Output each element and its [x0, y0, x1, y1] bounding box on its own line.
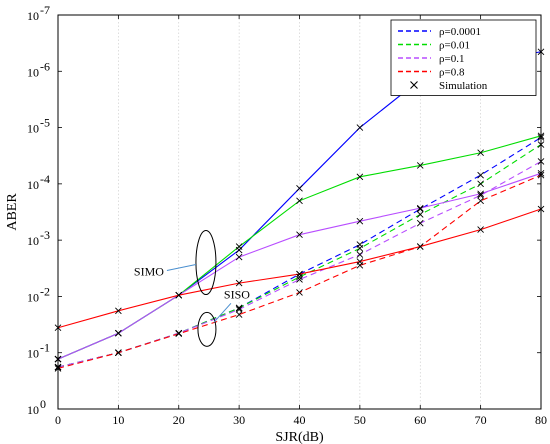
legend-entry-label: ρ=0.1	[439, 53, 464, 65]
simulation-point	[296, 231, 303, 239]
legend-entry-label: Simulation	[439, 80, 488, 92]
x-tick-label: 20	[173, 413, 185, 427]
legend-swatch-marker	[410, 81, 418, 89]
simulation-point	[416, 243, 424, 250]
simulation-point	[356, 258, 364, 265]
simulation-point	[296, 184, 303, 192]
simulation-point	[296, 276, 303, 283]
simulation-point	[235, 304, 243, 312]
y-tick-exponent: -4	[40, 172, 50, 186]
simulation-point	[296, 289, 303, 296]
simulation-point	[235, 311, 243, 318]
x-tick-label: 60	[414, 413, 426, 427]
simo-callout-line	[166, 264, 197, 272]
y-tick-exponent: -7	[40, 3, 50, 17]
simulation-point	[296, 197, 303, 205]
simulation-point	[416, 204, 424, 212]
x-tick-label: 80	[535, 413, 547, 427]
simulation-point	[235, 243, 243, 250]
simulation-point	[175, 330, 183, 338]
y-tick-label: 10	[27, 347, 39, 361]
legend-entry-label: ρ=0.01	[439, 40, 470, 52]
simulation-point	[115, 329, 122, 337]
simulation-point	[356, 245, 364, 252]
simulation-point	[115, 349, 122, 357]
siso-ellipse	[197, 311, 217, 347]
simulation-point	[416, 162, 424, 169]
simulation-point	[235, 279, 243, 287]
simulation-point	[296, 273, 303, 281]
simulation-point	[235, 253, 243, 261]
simulation-point	[356, 124, 364, 131]
simulation-point	[356, 251, 364, 258]
simulation-point	[477, 180, 484, 188]
x-tick-label: 30	[233, 413, 245, 427]
simo-ellipse	[195, 230, 217, 296]
y-tick-exponent: -3	[40, 228, 50, 242]
x-tick-label: 70	[475, 413, 487, 427]
x-tick-label: 10	[112, 413, 124, 427]
simulation-point	[477, 171, 484, 179]
y-tick-label: 10	[27, 403, 39, 417]
simulation-point	[477, 190, 484, 198]
y-tick-exponent: -2	[40, 284, 50, 298]
simulation-point	[477, 226, 484, 233]
simulation-point	[477, 149, 484, 157]
simulation-point	[115, 307, 122, 315]
legend-entry-label: ρ=0.0001	[439, 26, 481, 38]
y-axis-label: ABER	[5, 193, 20, 231]
legend-entry-label: ρ=0.8	[439, 67, 465, 79]
simulation-point	[356, 173, 364, 181]
y-tick-exponent: -6	[40, 59, 50, 73]
y-tick-label: 10	[27, 234, 39, 248]
annotation-layer: SISO SIMO	[134, 230, 250, 347]
simulation-point	[416, 205, 424, 213]
simulation-point	[175, 291, 183, 299]
simulation-point	[235, 306, 243, 313]
simulation-point	[477, 192, 484, 199]
tick-marks	[57, 14, 542, 410]
y-tick-label: 10	[27, 65, 39, 79]
y-tick-label: 10	[27, 122, 39, 136]
y-tick-exponent: 0	[40, 397, 46, 411]
simo-label: SIMO	[134, 265, 164, 279]
y-tick-label: 10	[27, 9, 39, 23]
grid-lines	[118, 15, 481, 409]
simulation-point	[477, 197, 484, 205]
y-tick-label: 10	[27, 178, 39, 192]
x-tick-label: 50	[354, 413, 366, 427]
x-tick-labels: 0 10 20 30 40 50 60 70 80	[55, 413, 547, 427]
siso-label: SISO	[224, 287, 250, 301]
y-tick-exponent: -1	[40, 341, 50, 355]
simulation-point	[356, 217, 364, 225]
y-tick-label: 10	[27, 290, 39, 304]
x-tick-label: 0	[55, 413, 61, 427]
siso-callout-line	[213, 302, 232, 323]
simulation-point	[416, 219, 424, 227]
simulation-point	[296, 270, 303, 278]
y-tick-exponent: -5	[40, 116, 50, 130]
x-axis-label: SJR(dB)	[275, 430, 324, 444]
simulation-point	[416, 211, 424, 218]
x-tick-label: 40	[294, 413, 306, 427]
